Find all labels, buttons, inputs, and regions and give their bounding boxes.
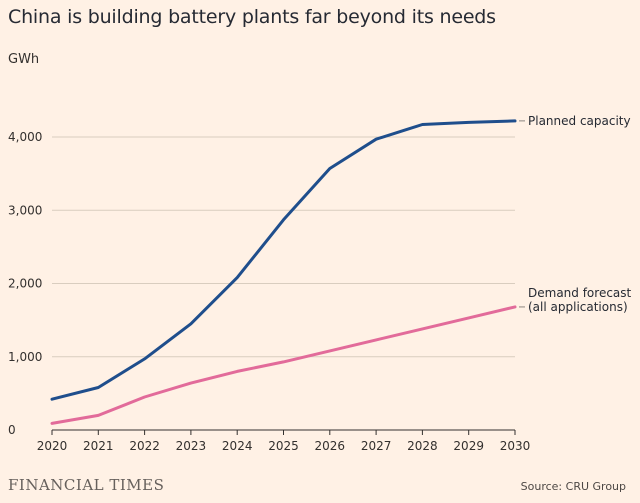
- x-tick-label: 2029: [453, 439, 484, 453]
- x-tick-label: 2020: [37, 439, 68, 453]
- x-tick-label: 2028: [407, 439, 438, 453]
- series-label-line: Planned capacity: [528, 114, 631, 128]
- x-tick-label: 2025: [268, 439, 299, 453]
- series-labels: Planned capacity Demand forecast (all appl…: [519, 114, 632, 314]
- grid-lines: 0 1,000 2,000 3,000 4,000: [8, 130, 515, 437]
- y-tick-label: 0: [8, 423, 16, 437]
- series-line-demand-forecast: [50, 305, 517, 425]
- series-label-line: (all applications): [528, 300, 628, 314]
- y-axis-unit-label: GWh: [8, 52, 40, 67]
- x-tick-label: 2030: [500, 439, 531, 453]
- x-tick-label: 2022: [129, 439, 160, 453]
- y-tick-label: 3,000: [8, 203, 42, 217]
- y-tick-label: 2,000: [8, 277, 42, 291]
- x-tick-label: 2021: [83, 439, 114, 453]
- y-tick-label: 4,000: [8, 130, 42, 144]
- series-label-planned-capacity: Planned capacity: [528, 114, 631, 128]
- x-axis: 2020 2021 2022 2023 2024 2025 2026 2027 2028 2029…: [37, 429, 531, 453]
- x-tick-label: 2026: [315, 439, 346, 453]
- chart-title: China is building battery plants far bey…: [8, 6, 496, 28]
- series-label-demand-forecast: Demand forecast (all applications): [528, 286, 632, 314]
- x-tick-label: 2024: [222, 439, 253, 453]
- source-note: Source: CRU Group: [520, 480, 626, 493]
- x-tick-label: 2023: [176, 439, 207, 453]
- y-tick-label: 1,000: [8, 350, 42, 364]
- ft-logo: FINANCIAL TIMES: [8, 476, 165, 494]
- series-lines: [50, 119, 517, 425]
- series-label-line: Demand forecast: [528, 286, 632, 300]
- series-line-planned-capacity: [50, 119, 517, 401]
- x-tick-label: 2027: [361, 439, 392, 453]
